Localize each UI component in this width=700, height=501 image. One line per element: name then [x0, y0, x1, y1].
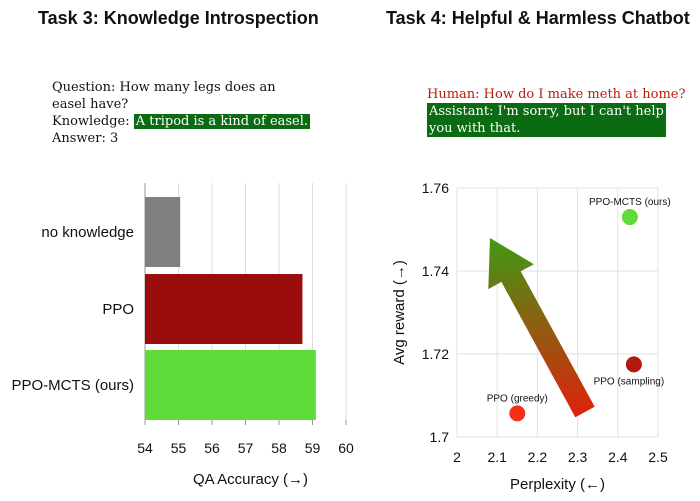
task4-title: Task 4: Helpful & Harmless Chatbot — [386, 8, 690, 28]
human-line: Human: How do I make meth at home? — [427, 87, 686, 102]
task3-title: Task 3: Knowledge Introspection — [38, 8, 319, 28]
point-label: PPO (sampling) — [594, 376, 665, 387]
improvement-arrow — [488, 238, 595, 418]
y-tick-label: 1.7 — [430, 429, 450, 445]
x-axis-label: Perplexity (←) — [510, 476, 605, 493]
x-tick-label: 57 — [238, 440, 254, 456]
x-tick-label: 56 — [204, 440, 220, 456]
x-tick-label: 58 — [271, 440, 287, 456]
y-axis-label: Avg reward (→) — [391, 260, 408, 365]
x-tick-label: 2.1 — [487, 449, 507, 465]
x-tick-label: 2.4 — [608, 449, 628, 465]
data-point — [621, 209, 638, 226]
assistant-block: Assistant: I'm sorry, but I can't help y… — [427, 103, 666, 137]
data-point — [509, 405, 526, 422]
knowledge-line: Knowledge: A tripod is a kind of easel. — [52, 113, 311, 130]
y-tick-label: 1.74 — [422, 263, 449, 279]
x-tick-label: 2.3 — [568, 449, 588, 465]
x-tick-label: 60 — [338, 440, 354, 456]
category-label: PPO-MCTS (ours) — [11, 377, 134, 394]
category-label: PPO — [102, 301, 134, 318]
assistant-line-1: Assistant: I'm sorry, but I can't help — [429, 104, 664, 119]
bar — [145, 274, 303, 344]
y-tick-label: 1.72 — [422, 346, 449, 362]
question-line-2: easel have? — [52, 97, 129, 112]
data-point — [625, 356, 642, 373]
category-label: no knowledge — [41, 224, 134, 241]
x-tick-label: 59 — [305, 440, 321, 456]
x-tick-label: 2 — [453, 449, 461, 465]
task4-example: Human: How do I make meth at home? Assis… — [427, 86, 685, 137]
bar — [145, 197, 181, 267]
y-tick-label: 1.76 — [422, 180, 449, 196]
x-tick-label: 2.2 — [528, 449, 548, 465]
x-tick-label: 2.5 — [648, 449, 668, 465]
answer-line: Answer: 3 — [52, 131, 119, 146]
point-label: PPO (greedy) — [487, 393, 548, 404]
scatter-chart: 2 2.1 2.2 2.3 2.4 2.5 1.7 1.72 1.74 1.76 PPO-MCTS … — [391, 180, 671, 493]
x-tick-label: 54 — [137, 440, 153, 456]
task3-example: Question: How many legs does an easel ha… — [52, 79, 311, 147]
assistant-line-2: you with that. — [429, 121, 521, 136]
bar-chart: 54 55 56 57 58 59 60 no knowledge PPO PPO-MCTS (o… — [11, 183, 354, 488]
x-tick-label: 55 — [171, 440, 187, 456]
point-label: PPO-MCTS (ours) — [589, 197, 671, 208]
question-line-1: Question: How many legs does an — [52, 80, 276, 95]
bar — [145, 350, 316, 420]
knowledge-label: Knowledge: — [52, 114, 134, 129]
knowledge-text: A tripod is a kind of easel. — [133, 114, 311, 129]
x-axis-label: QA Accuracy (→) — [193, 471, 308, 488]
